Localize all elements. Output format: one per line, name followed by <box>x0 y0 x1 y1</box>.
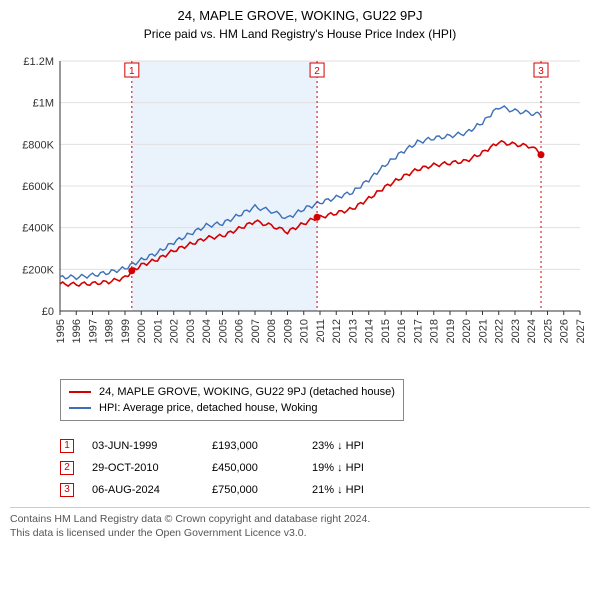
svg-text:2002: 2002 <box>169 319 181 343</box>
sales-row: 2 29-OCT-2010£450,00019% ↓ HPI <box>60 457 590 479</box>
sale-marker-icon: 2 <box>60 461 74 475</box>
svg-text:2012: 2012 <box>331 319 343 343</box>
sale-date: 03-JUN-1999 <box>92 435 212 457</box>
sale-diff: 23% ↓ HPI <box>312 435 412 457</box>
chart-area: £0 £200K £400K £600K £800K £1M £1.2M 1995 1996 19… <box>10 51 590 371</box>
svg-text:2018: 2018 <box>429 319 441 343</box>
svg-text:2020: 2020 <box>461 319 473 343</box>
legend-row-1: 24, MAPLE GROVE, WOKING, GU22 9PJ (detac… <box>69 384 395 400</box>
svg-text:2001: 2001 <box>152 319 164 343</box>
svg-text:£0: £0 <box>42 306 54 318</box>
svg-text:2025: 2025 <box>542 319 554 343</box>
svg-text:£200K: £200K <box>22 264 54 276</box>
svg-text:2009: 2009 <box>282 319 294 343</box>
svg-text:2004: 2004 <box>201 319 213 343</box>
sale-diff: 19% ↓ HPI <box>312 457 412 479</box>
sales-row: 3 06-AUG-2024£750,00021% ↓ HPI <box>60 479 590 501</box>
sale-price: £450,000 <box>212 457 312 479</box>
svg-text:2003: 2003 <box>185 319 197 343</box>
svg-text:2011: 2011 <box>315 319 327 343</box>
svg-text:2005: 2005 <box>217 319 229 343</box>
legend-swatch-2 <box>69 407 91 409</box>
svg-text:2013: 2013 <box>347 319 359 343</box>
svg-text:2017: 2017 <box>412 319 424 343</box>
sales-row: 1 03-JUN-1999£193,00023% ↓ HPI <box>60 435 590 457</box>
svg-text:1996: 1996 <box>71 319 83 343</box>
svg-text:£1.2M: £1.2M <box>23 56 54 68</box>
sales-table: 1 03-JUN-1999£193,00023% ↓ HPI 2 29-OCT-201… <box>60 435 590 501</box>
svg-text:2015: 2015 <box>380 319 392 343</box>
chart-container: 24, MAPLE GROVE, WOKING, GU22 9PJ Price … <box>0 0 600 548</box>
svg-text:2024: 2024 <box>526 319 538 343</box>
footer-line-1: Contains HM Land Registry data © Crown c… <box>10 512 590 526</box>
svg-text:2021: 2021 <box>477 319 489 343</box>
svg-text:2007: 2007 <box>250 319 262 343</box>
svg-text:2014: 2014 <box>364 319 376 343</box>
svg-text:£1M: £1M <box>33 98 54 110</box>
svg-text:1995: 1995 <box>55 319 67 343</box>
svg-text:1998: 1998 <box>104 319 116 343</box>
svg-text:2000: 2000 <box>136 319 148 343</box>
svg-text:2: 2 <box>314 66 320 77</box>
legend-row-2: HPI: Average price, detached house, Woki… <box>69 400 395 416</box>
page-title: 24, MAPLE GROVE, WOKING, GU22 9PJ <box>10 8 590 23</box>
sale-diff: 21% ↓ HPI <box>312 479 412 501</box>
svg-text:£400K: £400K <box>22 223 54 235</box>
sale-marker-icon: 1 <box>60 439 74 453</box>
footer: Contains HM Land Registry data © Crown c… <box>10 507 590 540</box>
svg-text:2010: 2010 <box>299 319 311 343</box>
line-chart-svg: £0 £200K £400K £600K £800K £1M £1.2M 1995 1996 19… <box>10 51 590 371</box>
sale-price: £193,000 <box>212 435 312 457</box>
svg-text:2026: 2026 <box>559 319 571 343</box>
svg-text:1: 1 <box>129 66 135 77</box>
sale-marker-icon: 3 <box>60 483 74 497</box>
svg-text:2023: 2023 <box>510 319 522 343</box>
svg-text:2008: 2008 <box>266 319 278 343</box>
svg-text:1999: 1999 <box>120 319 132 343</box>
svg-text:2022: 2022 <box>494 319 506 343</box>
legend-swatch-1 <box>69 391 91 393</box>
legend: 24, MAPLE GROVE, WOKING, GU22 9PJ (detac… <box>60 379 404 421</box>
svg-text:1997: 1997 <box>87 319 99 343</box>
footer-line-2: This data is licensed under the Open Gov… <box>10 526 590 540</box>
svg-text:2027: 2027 <box>575 319 587 343</box>
svg-text:2006: 2006 <box>234 319 246 343</box>
svg-text:£600K: £600K <box>22 181 54 193</box>
svg-text:£800K: £800K <box>22 139 54 151</box>
svg-text:2019: 2019 <box>445 319 457 343</box>
sale-price: £750,000 <box>212 479 312 501</box>
sale-date: 29-OCT-2010 <box>92 457 212 479</box>
svg-text:3: 3 <box>538 66 544 77</box>
page-subtitle: Price paid vs. HM Land Registry's House … <box>10 27 590 41</box>
sale-date: 06-AUG-2024 <box>92 479 212 501</box>
legend-label-2: HPI: Average price, detached house, Woki… <box>99 400 318 416</box>
legend-label-1: 24, MAPLE GROVE, WOKING, GU22 9PJ (detac… <box>99 384 395 400</box>
svg-text:2016: 2016 <box>396 319 408 343</box>
